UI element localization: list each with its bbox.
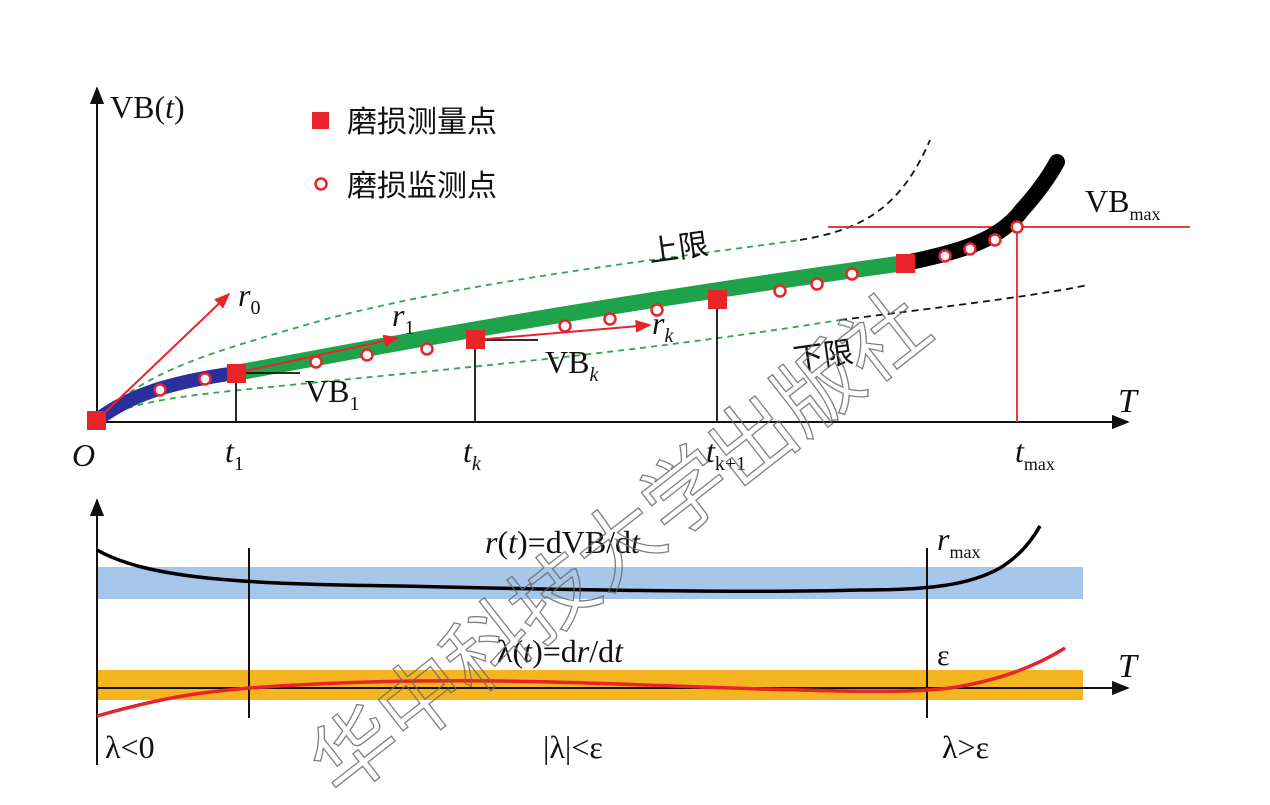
publisher-watermark: 华中科技大学出版社 (292, 273, 948, 805)
accel-formula: λ(t)=dr/dt (497, 633, 624, 669)
r0-label: r0 (238, 277, 260, 319)
rate-formula: r(t)=dVB/dt (485, 524, 641, 560)
measure-points (87, 254, 915, 430)
monitor-point (603, 312, 617, 326)
legend-square-marker (312, 112, 329, 129)
bottom-x-axis-label: T (1118, 648, 1139, 685)
rmax-label: rmax (937, 521, 980, 562)
monitor-point (558, 319, 572, 333)
monitor-point (153, 383, 167, 397)
vb1-label: VB1 (305, 373, 359, 415)
lower-limit-curve-extension (839, 284, 1089, 321)
top-wear-chart: 磨损测量点 磨损监测点 VB(t) T O 上限 下限 VB1 VBk VBma… (72, 86, 1190, 475)
monitor-point (1010, 220, 1024, 234)
legend-circle-marker (314, 177, 328, 191)
lower-limit-curve (96, 319, 841, 423)
wear-curve-break-in (90, 366, 243, 427)
r1-label: r1 (392, 297, 414, 339)
wear-curve-steady (234, 255, 907, 381)
upper-limit-curve-extension (799, 139, 931, 241)
tk1-label: tk+1 (706, 433, 746, 475)
accel-band (97, 670, 1083, 700)
t1-label: t1 (225, 433, 244, 475)
epsilon-label: ε (937, 639, 950, 672)
measure-point (227, 364, 246, 383)
monitor-points (153, 220, 1024, 397)
monitor-point (198, 372, 212, 386)
monitor-point (938, 249, 952, 263)
region-left-label: λ<0 (105, 729, 155, 765)
top-x-axis-label: T (1118, 383, 1139, 420)
measure-point (708, 290, 727, 309)
monitor-point (420, 342, 434, 356)
vbmax-label: VBmax (1085, 183, 1160, 224)
rk-label: rk (652, 305, 674, 347)
legend: 磨损测量点 磨损监测点 (312, 105, 497, 204)
monitor-point (845, 267, 859, 281)
monitor-point (360, 348, 374, 362)
measure-point (87, 411, 106, 430)
monitor-point (810, 277, 824, 291)
monitor-point (309, 355, 323, 369)
measure-point (896, 254, 915, 273)
upper-limit-curve (96, 239, 801, 423)
monitor-point (773, 284, 787, 298)
measure-point (466, 330, 485, 349)
legend-monitor-label: 磨损监测点 (347, 169, 497, 204)
bottom-rate-chart: r(t)=dVB/dt rmax λ(t)=dr/dt ε T λ<0 |λ|<… (89, 498, 1139, 765)
wear-curve-rapid (897, 154, 1065, 271)
legend-measure-label: 磨损测量点 (347, 105, 497, 140)
r0-arrow (96, 292, 231, 421)
tmax-label: tmax (1015, 433, 1055, 474)
rate-curve (96, 525, 1042, 593)
upper-limit-label: 上限 (646, 227, 710, 270)
accel-curve (96, 646, 1066, 718)
tk-label: tk (463, 433, 482, 475)
origin-label: O (72, 437, 95, 473)
rk-arrow (474, 319, 652, 341)
vbk-label: VBk (545, 344, 599, 386)
monitor-point (963, 242, 977, 256)
monitor-point (650, 303, 664, 317)
region-right-label: λ>ε (942, 729, 989, 765)
monitor-point (988, 233, 1002, 247)
region-mid-label: |λ|<ε (543, 729, 603, 765)
top-y-axis-label: VB(t) (110, 89, 185, 125)
lower-limit-label: 下限 (791, 335, 855, 378)
